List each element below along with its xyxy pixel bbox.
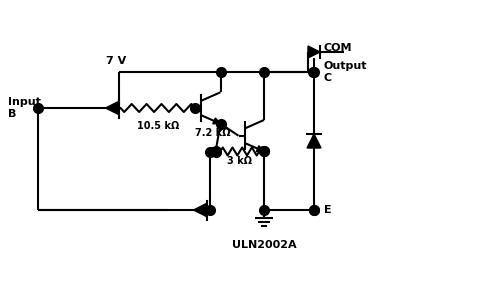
Polygon shape [213, 118, 220, 124]
Text: 3 kΩ: 3 kΩ [227, 156, 252, 166]
Text: Output
C: Output C [324, 61, 367, 83]
Text: E: E [324, 205, 332, 215]
Text: Input
B: Input B [8, 97, 41, 119]
Polygon shape [308, 46, 320, 58]
Text: 10.5 kΩ: 10.5 kΩ [137, 121, 179, 131]
Text: COM: COM [324, 43, 352, 53]
Polygon shape [256, 146, 264, 151]
Text: ULN2002A: ULN2002A [232, 240, 296, 250]
Text: 7 V: 7 V [106, 56, 126, 66]
Polygon shape [193, 204, 207, 217]
Text: 7.2 kΩ: 7.2 kΩ [195, 128, 231, 138]
Polygon shape [307, 134, 321, 148]
Polygon shape [106, 101, 118, 115]
